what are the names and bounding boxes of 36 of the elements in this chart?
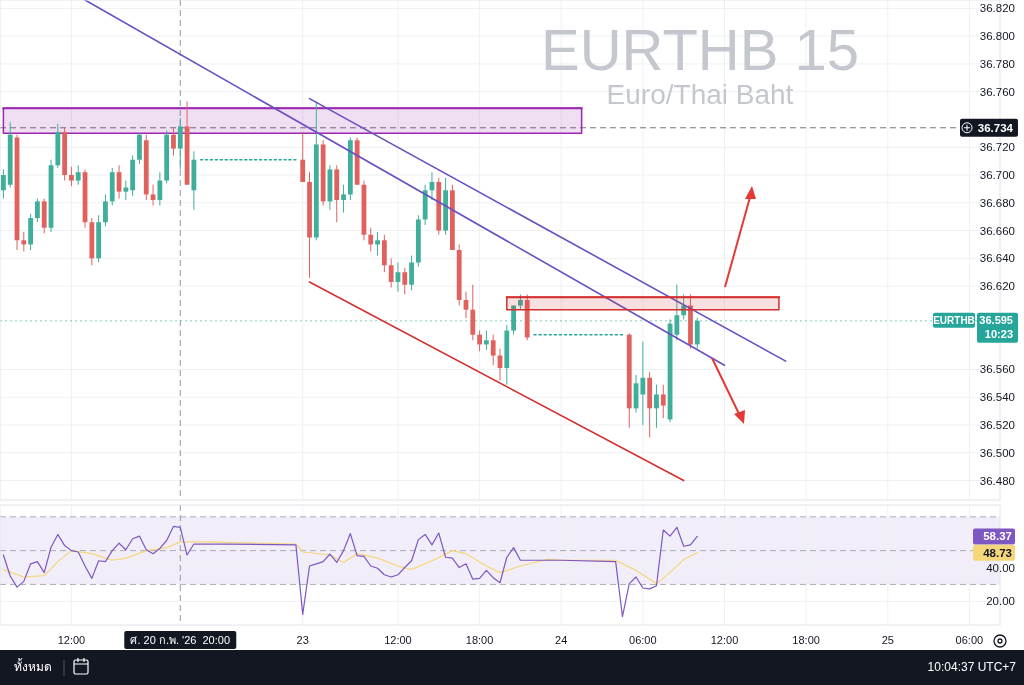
y-tick-label: 36.520 [979,419,1015,431]
y-tick-label: 36.660 [979,224,1015,237]
x-tick-label: ศ. 20 ก.พ. '26 20:00 [130,634,231,646]
x-tick-label: 25 [881,634,894,646]
y-tick-label: 36.540 [979,391,1015,404]
ref-line-label: EURTHB 36.595 10:23 [933,313,1013,340]
y-tick-label: 36.800 [979,30,1015,43]
x-tick-label: 12:00 [384,634,412,646]
y-tick-label: 36.700 [979,169,1015,181]
x-tick-label: 24 [555,634,568,646]
x-tick-label: 06:00 [955,634,984,646]
text: Euro/Thai Baht [606,79,794,110]
y-tick-label: 36.640 [979,252,1015,265]
annotation: 48.73 [983,546,1012,559]
chart-title: EURTHB 15 [540,17,860,82]
y-tick-label: 36.680 [979,196,1015,209]
y-tick-label: 36.560 [979,363,1015,376]
text: 10:04:37 UTC+7 [927,660,1017,674]
x-tick-label: 12:00 [57,634,86,646]
annotation: 58.37 [983,530,1012,543]
y-tick-label: 36.480 [979,474,1015,487]
y-tick-label: 36.820 [979,2,1015,15]
y-tick-label: 40.00 [986,561,1015,574]
y-tick-label: 36.620 [979,280,1015,293]
x-tick-label: 23 [296,634,309,646]
y-tick-label: 36.500 [979,446,1015,459]
y-tick-label: 36.760 [979,85,1015,98]
y-tick-label: 36.780 [979,57,1015,70]
ref-line-label: 36.734 [977,121,1014,134]
y-tick-label: 20.00 [986,595,1015,608]
x-tick-label: 18:00 [792,634,820,646]
text: ทั้งหมด [14,658,52,674]
x-tick-label: 18:00 [465,634,494,646]
x-tick-label: 12:00 [710,634,739,646]
y-tick-label: 36.720 [979,141,1015,154]
x-tick-label: 06:00 [629,634,657,646]
